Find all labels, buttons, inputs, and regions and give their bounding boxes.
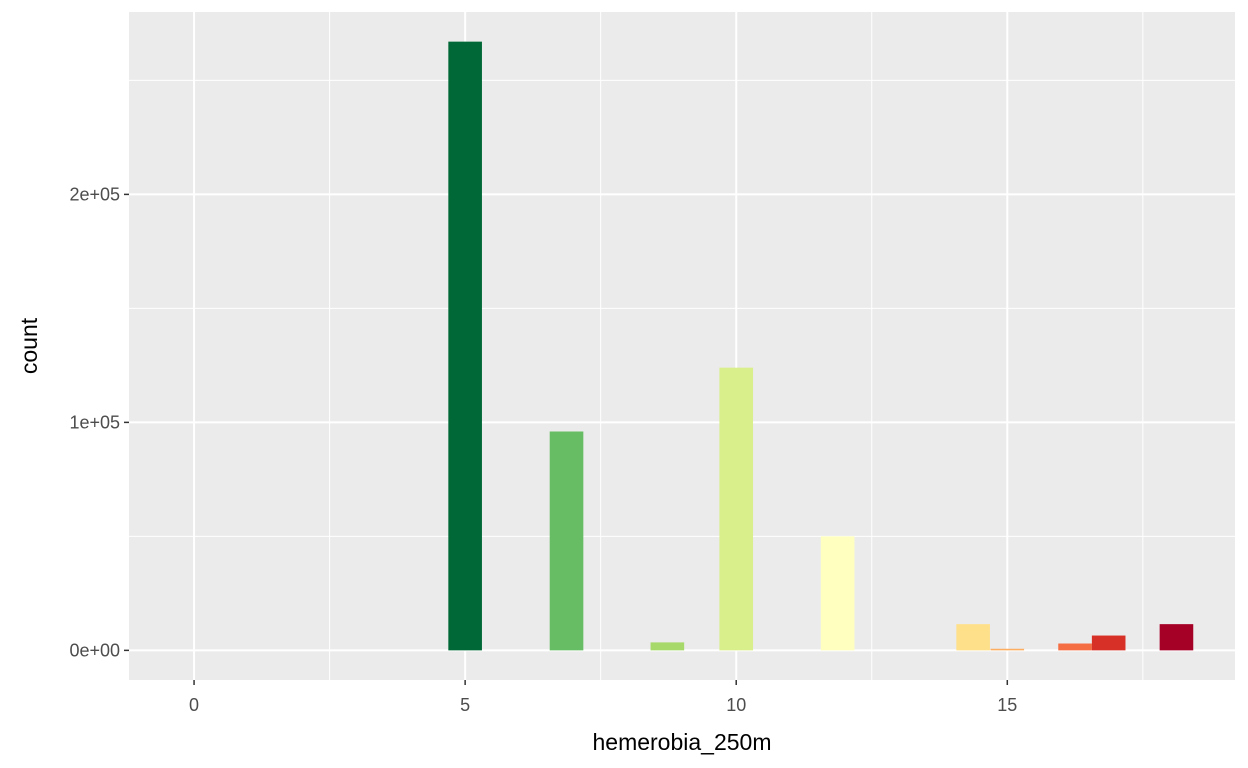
y-tick-label: 1e+05 xyxy=(69,412,120,432)
bar-9 xyxy=(1091,635,1126,651)
y-axis-title: count xyxy=(16,317,42,374)
bar-10 xyxy=(1159,624,1194,651)
bar-6 xyxy=(956,624,990,651)
bar-7 xyxy=(990,648,1025,651)
bar-2 xyxy=(549,431,584,651)
grid-lines xyxy=(129,12,1235,680)
bar-8 xyxy=(1058,643,1092,651)
x-tick-label: 15 xyxy=(997,695,1017,715)
x-tick-label: 5 xyxy=(460,695,470,715)
bar-5 xyxy=(820,536,855,651)
y-tick-label: 2e+05 xyxy=(69,184,120,204)
bars-group xyxy=(448,41,1194,651)
x-tick-label: 10 xyxy=(726,695,746,715)
bar-1 xyxy=(448,41,482,651)
plot-panel xyxy=(129,12,1235,680)
bar-3 xyxy=(650,642,685,651)
x-axis-ticks: 0 5 10 15 xyxy=(189,680,1017,715)
x-axis-title: hemerobia_250m xyxy=(592,729,771,755)
x-tick-label: 0 xyxy=(189,695,199,715)
bar-4 xyxy=(719,367,754,651)
y-tick-label: 0e+00 xyxy=(69,640,120,660)
y-axis-ticks: 0e+00 1e+05 2e+05 xyxy=(69,184,129,660)
